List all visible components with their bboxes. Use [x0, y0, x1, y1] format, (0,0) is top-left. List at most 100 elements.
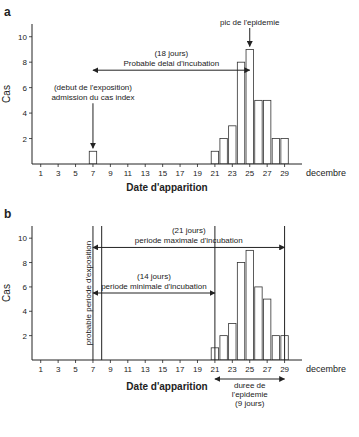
- x-tick: [162, 360, 163, 363]
- y-tick: [29, 87, 32, 88]
- x-tick-label: 19: [193, 365, 202, 374]
- x-axis-label: Date d'apparition: [126, 182, 207, 193]
- x-tick-label: 21: [210, 169, 219, 178]
- x-tick: [267, 360, 268, 363]
- x-tick-label: 25: [245, 365, 254, 374]
- span-arrow: [215, 379, 285, 380]
- bar: [246, 250, 253, 360]
- annotation-text: (21 jours): [172, 226, 206, 235]
- x-tick-label: 9: [108, 365, 113, 374]
- y-tick-label: 8: [23, 259, 28, 268]
- x-tick: [75, 360, 76, 363]
- x-tick: [145, 360, 146, 363]
- x-tick-label: 13: [141, 169, 150, 178]
- annotation-text: Probable delai d'incubation: [123, 59, 219, 68]
- y-tick: [29, 286, 32, 287]
- bar: [272, 139, 279, 164]
- y-tick-label: 6: [23, 84, 28, 93]
- bar: [220, 139, 227, 164]
- x-tick-label: 3: [56, 365, 61, 374]
- x-tick: [232, 360, 233, 363]
- x-tick-label: 15: [158, 169, 167, 178]
- x-tick-label: 27: [263, 169, 272, 178]
- x-tick-label: 7: [91, 169, 96, 178]
- y-tick: [29, 138, 32, 139]
- x-tick-label: 25: [245, 169, 254, 178]
- y-tick: [29, 36, 32, 37]
- bar: [211, 151, 218, 164]
- x-tick-label: 15: [158, 365, 167, 374]
- bar: [237, 62, 244, 164]
- annotation-text: (9 jours): [235, 399, 265, 408]
- bar: [281, 139, 288, 164]
- bar: [237, 263, 244, 360]
- x-tick-label: 11: [124, 365, 133, 374]
- x-tick-label: 1: [38, 365, 43, 374]
- x-tick: [180, 360, 181, 363]
- panel: a1357911131517192123252729246810Date d'a…: [1, 5, 346, 193]
- x-tick: [162, 164, 163, 167]
- axis-note: decembre: [306, 364, 346, 374]
- x-tick: [197, 360, 198, 363]
- x-tick: [58, 164, 59, 167]
- annotation-text: duree de: [234, 381, 266, 390]
- y-tick-label: 4: [23, 109, 28, 118]
- bar: [229, 126, 236, 164]
- bars: [211, 250, 288, 360]
- panel: b1357911131517192123252729246810Date d'a…: [1, 207, 346, 408]
- x-tick-label: 29: [280, 169, 289, 178]
- bar: [263, 299, 270, 360]
- annotation-text: l'epidemie: [232, 390, 268, 399]
- x-tick-label: 5: [73, 169, 78, 178]
- y-axis-label: Cas: [1, 85, 12, 103]
- x-tick: [197, 164, 198, 167]
- y-tick-label: 2: [23, 332, 28, 341]
- x-tick: [145, 164, 146, 167]
- y-tick: [29, 311, 32, 312]
- annotation-text: periode minimale d'incubation: [101, 282, 207, 291]
- rotated-annotation: probable periode d'exposition: [84, 241, 93, 345]
- x-tick: [284, 164, 285, 167]
- x-tick: [232, 164, 233, 167]
- span-arrow: [93, 293, 215, 294]
- x-tick: [284, 360, 285, 363]
- x-tick-label: 9: [108, 169, 113, 178]
- annotation-text: (14 jours): [137, 272, 171, 281]
- x-tick: [249, 164, 250, 167]
- x-tick: [127, 360, 128, 363]
- y-tick-label: 6: [23, 283, 28, 292]
- x-tick-label: 5: [73, 365, 78, 374]
- x-tick-label: 27: [263, 365, 272, 374]
- x-tick-label: 7: [91, 365, 96, 374]
- x-tick-label: 17: [176, 365, 185, 374]
- y-tick: [29, 262, 32, 263]
- annotation-text: periode maximale d'incubation: [135, 236, 243, 245]
- y-tick-label: 8: [23, 58, 28, 67]
- x-tick: [92, 164, 93, 167]
- y-tick: [29, 335, 32, 336]
- x-tick: [40, 164, 41, 167]
- annotation-text: admission du cas index: [51, 93, 134, 102]
- annotations: decembreadmission du cas index(debut de …: [51, 18, 346, 178]
- x-tick-label: 23: [228, 169, 237, 178]
- annotation-text: (debut de l'exposition): [54, 83, 132, 92]
- annotation-arrow: [249, 28, 250, 46]
- x-tick: [214, 360, 215, 363]
- annotations: decembre probable periode d'exposition per…: [84, 226, 346, 408]
- x-tick-label: 1: [38, 169, 43, 178]
- x-tick: [214, 164, 215, 167]
- x-axis-line: [32, 164, 302, 165]
- x-tick: [110, 164, 111, 167]
- y-axis-label: Cas: [1, 284, 12, 302]
- y-tick-label: 2: [23, 135, 28, 144]
- panel-title: b: [4, 207, 11, 221]
- bar: [255, 100, 262, 164]
- span-arrow: [93, 247, 285, 248]
- span-arrow: [93, 70, 250, 71]
- reference-line: [284, 226, 285, 360]
- y-tick-label: 10: [18, 234, 27, 243]
- x-tick: [110, 360, 111, 363]
- bar: [255, 287, 262, 360]
- bar: [246, 49, 253, 164]
- x-tick: [75, 164, 76, 167]
